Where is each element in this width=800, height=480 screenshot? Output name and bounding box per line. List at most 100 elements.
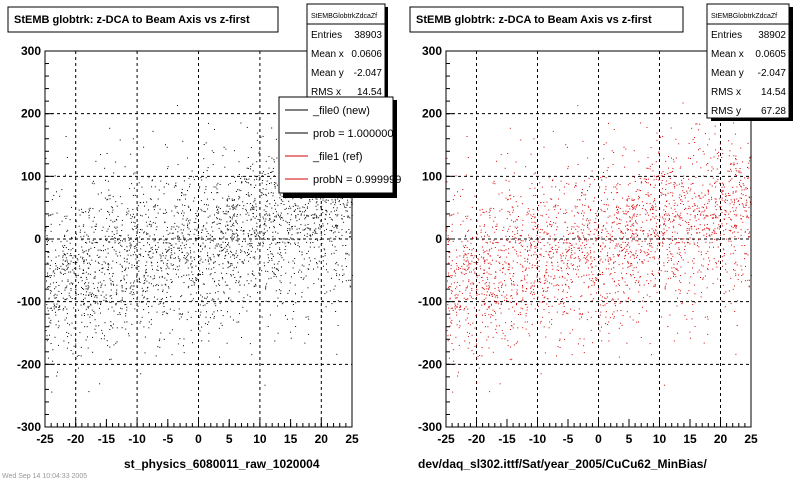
scatter-point (232, 254, 233, 256)
scatter-point (318, 278, 319, 280)
scatter-point (139, 202, 141, 204)
scatter-point (696, 232, 697, 234)
scatter-point (249, 243, 251, 245)
scatter-point (177, 247, 179, 249)
scatter-point (88, 255, 90, 257)
scatter-point (731, 225, 733, 227)
scatter-point (486, 308, 488, 310)
scatter-point (179, 338, 181, 340)
scatter-point (642, 230, 644, 232)
scatter-point (94, 275, 96, 277)
scatter-point (177, 164, 179, 166)
scatter-point (83, 235, 85, 237)
scatter-point (131, 216, 133, 218)
scatter-point (65, 174, 66, 176)
scatter-point (528, 267, 530, 269)
scatter-point (646, 179, 647, 180)
scatter-point (508, 264, 510, 266)
scatter-point (717, 217, 719, 219)
scatter-point (282, 238, 284, 240)
scatter-point (68, 342, 70, 344)
scatter-point (247, 212, 249, 214)
scatter-point (493, 300, 495, 302)
scatter-point (97, 193, 99, 195)
scatter-point (277, 263, 279, 265)
scatter-point (201, 179, 203, 181)
scatter-point (731, 143, 733, 145)
scatter-point (112, 283, 114, 285)
scatter-point (640, 229, 642, 231)
scatter-point (86, 326, 88, 328)
scatter-point (331, 230, 332, 232)
scatter-point (250, 208, 252, 210)
scatter-point (481, 286, 483, 288)
scatter-point (95, 325, 97, 327)
scatter-point (186, 274, 188, 276)
scatter-point (694, 217, 696, 219)
scatter-point (216, 209, 218, 211)
scatter-point (183, 274, 185, 276)
scatter-point (500, 312, 502, 314)
scatter-point (694, 284, 696, 286)
scatter-point (73, 273, 75, 275)
scatter-point (248, 235, 249, 236)
scatter-point (141, 316, 143, 318)
scatter-point (317, 204, 319, 206)
scatter-point (330, 211, 332, 213)
scatter-point (576, 273, 577, 275)
scatter-point (107, 252, 109, 254)
scatter-point (457, 303, 459, 305)
scatter-point (605, 239, 607, 241)
scatter-point (112, 281, 114, 282)
scatter-point (555, 186, 557, 188)
scatter-point (121, 287, 123, 289)
scatter-point (192, 342, 193, 344)
scatter-point (76, 233, 77, 235)
scatter-point (207, 260, 209, 262)
scatter-point (533, 282, 535, 284)
scatter-point (666, 180, 668, 182)
scatter-point (55, 306, 57, 308)
scatter-point (111, 206, 113, 208)
scatter-point (517, 327, 519, 329)
scatter-point (322, 300, 324, 302)
scatter-point (640, 122, 642, 124)
scatter-point (166, 250, 168, 252)
scatter-point (219, 223, 221, 225)
scatter-point (707, 264, 709, 266)
scatter-point (230, 265, 231, 267)
scatter-point (130, 245, 132, 247)
scatter-point (748, 232, 750, 234)
scatter-point (138, 270, 140, 272)
scatter-point (88, 217, 90, 219)
scatter-point (501, 250, 503, 252)
left-legend: _file0 (new)prob = 1.000000_file1 (ref)p… (285, 105, 401, 186)
scatter-point (708, 201, 710, 203)
scatter-point (723, 293, 725, 295)
scatter-point (158, 284, 159, 286)
scatter-point (334, 204, 336, 206)
scatter-point (131, 183, 133, 185)
scatter-point (273, 275, 275, 277)
scatter-point (97, 249, 99, 251)
scatter-point (718, 155, 720, 157)
scatter-point (452, 307, 453, 309)
scatter-point (177, 269, 179, 271)
scatter-point (284, 242, 286, 244)
scatter-point (624, 281, 626, 283)
scatter-point (270, 182, 272, 184)
scatter-point (206, 198, 208, 200)
scatter-point (79, 214, 81, 216)
scatter-point (698, 207, 700, 209)
scatter-point (128, 335, 130, 337)
scatter-point (652, 256, 654, 258)
x-tick-label: -10 (128, 432, 146, 446)
scatter-point (478, 282, 480, 284)
scatter-point (135, 238, 136, 240)
scatter-point (619, 302, 621, 304)
scatter-point (69, 255, 71, 257)
scatter-point (265, 160, 267, 162)
scatter-point (692, 205, 694, 207)
scatter-point (542, 291, 544, 293)
scatter-point (732, 192, 734, 194)
